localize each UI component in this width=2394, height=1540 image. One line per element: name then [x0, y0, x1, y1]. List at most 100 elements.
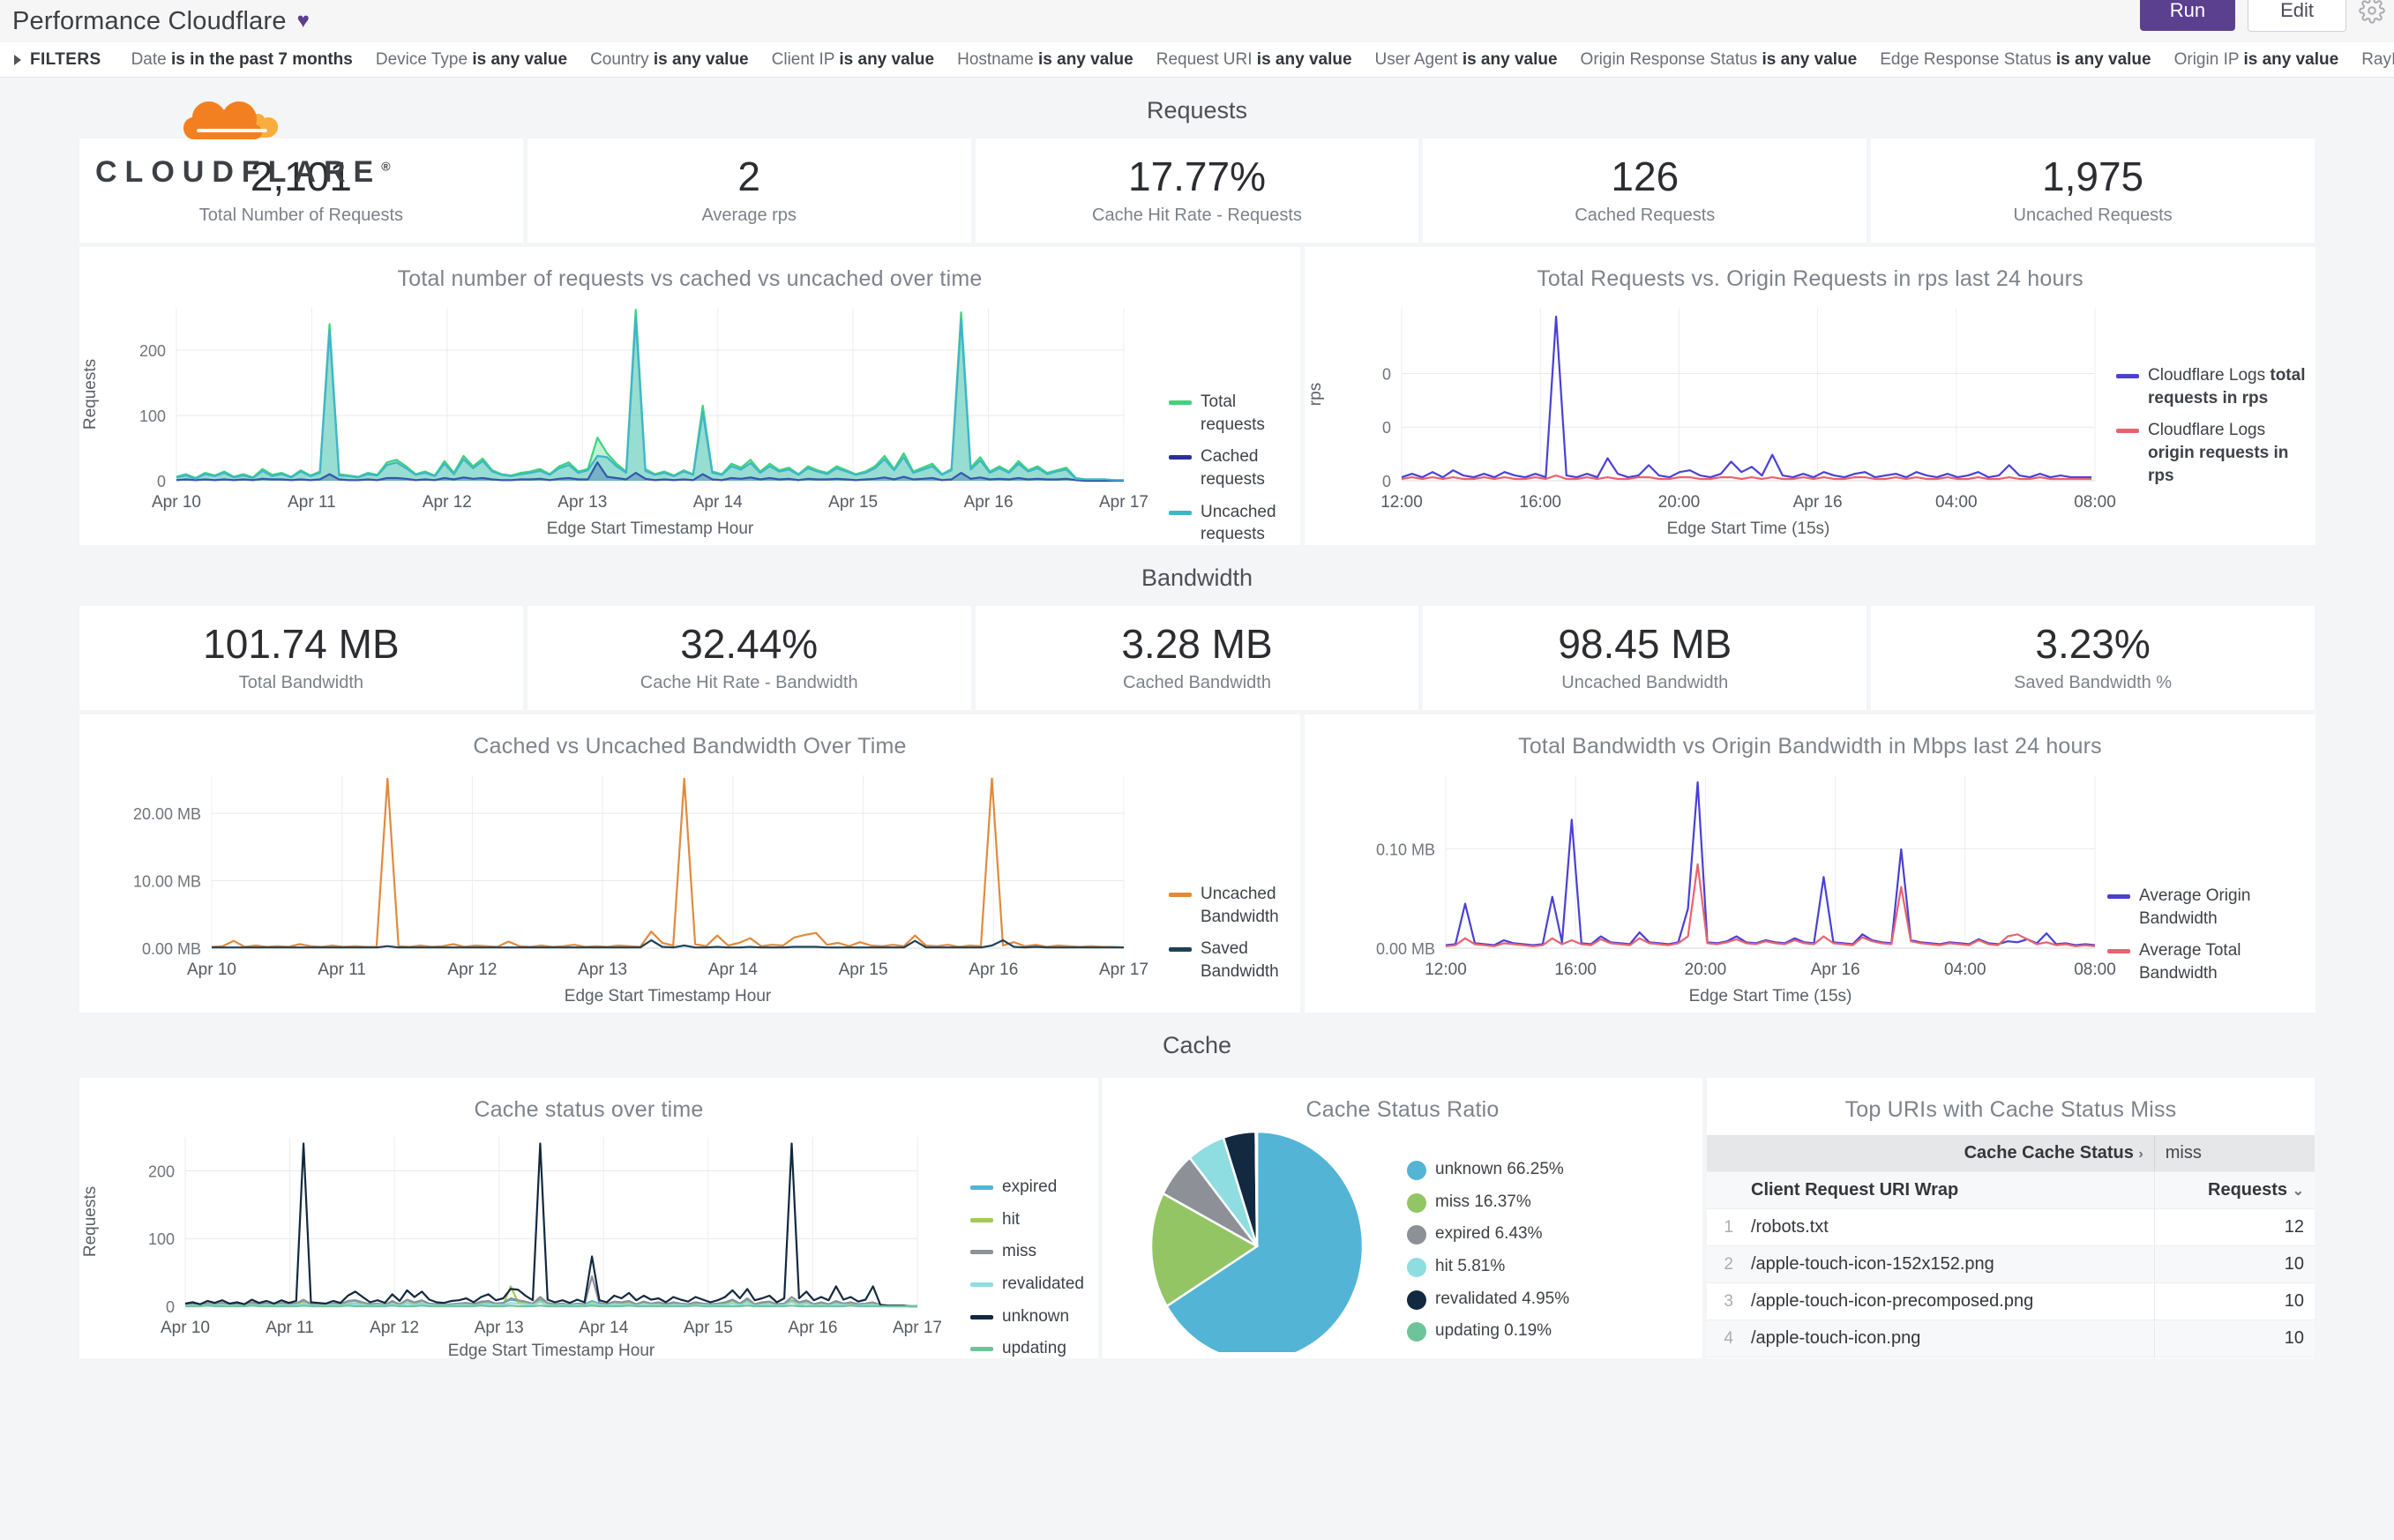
filter-chip[interactable]: Country is any value: [590, 49, 749, 69]
svg-text:Apr 16: Apr 16: [969, 961, 1018, 979]
legend-item[interactable]: revalidated: [970, 1273, 1084, 1296]
chart-tile-total-vs-origin-bandwidth[interactable]: Total Bandwidth vs Origin Bandwidth in M…: [1305, 714, 2315, 1013]
filters-label: FILTERS: [30, 49, 101, 69]
bandwidth-kpi-row: 101.74 MB Total Bandwidth 32.44% Cache H…: [0, 606, 2394, 710]
kpi-tile[interactable]: 2,101 Total Number of Requests: [79, 138, 523, 243]
chart-legend[interactable]: Total requests Cached requests Uncached re…: [1169, 391, 1300, 556]
legend-item[interactable]: Uncached requests: [1169, 501, 1300, 546]
svg-text:Requests: Requests: [81, 1186, 100, 1257]
row-index: 4: [1707, 1319, 1740, 1357]
kpi-tile[interactable]: 98.45 MB Uncached Bandwidth: [1423, 606, 1867, 710]
legend-item[interactable]: revalidated 4.95%: [1407, 1288, 1569, 1311]
svg-text:0: 0: [1382, 419, 1391, 437]
table-row[interactable]: 4 /apple-touch-icon.png 10: [1707, 1319, 2315, 1357]
legend-item[interactable]: Total requests: [1169, 391, 1300, 436]
legend-item[interactable]: miss: [970, 1240, 1084, 1263]
filter-chip[interactable]: RayID is any valu…: [2361, 49, 2394, 69]
legend-item[interactable]: hit: [970, 1208, 1084, 1231]
table-row[interactable]: 3 /apple-touch-icon-precomposed.png 10: [1707, 1282, 2315, 1320]
filter-chip[interactable]: Origin IP is any value: [2173, 49, 2339, 69]
legend-item[interactable]: miss 16.37%: [1407, 1191, 1569, 1214]
filter-chip[interactable]: Hostname is any value: [957, 49, 1133, 69]
run-button[interactable]: Run: [2139, 0, 2236, 31]
edit-button[interactable]: Edit: [2248, 0, 2346, 32]
chart-plot: 0 0 0 12:00 16:00 20:00 Apr 16 04:00 08:00 Edge S…: [1305, 292, 2315, 539]
filter-chip[interactable]: User Agent is any value: [1374, 49, 1558, 69]
favorite-heart-icon[interactable]: ♥: [296, 9, 310, 33]
svg-text:12:00: 12:00: [1425, 961, 1467, 979]
svg-text:Apr 16: Apr 16: [1811, 961, 1860, 979]
legend-item[interactable]: updating 0.19%: [1407, 1319, 1569, 1342]
kpi-tile[interactable]: 2 Average rps: [527, 138, 971, 243]
legend-item[interactable]: Cached requests: [1169, 445, 1300, 490]
filter-chip[interactable]: Date is in the past 7 months: [131, 49, 353, 69]
chart-legend[interactable]: expired hit miss revalidated unknown updating: [970, 1176, 1084, 1370]
kpi-value: 3.23%: [2035, 620, 2151, 667]
legend-item[interactable]: Average Total Bandwidth: [2107, 939, 2315, 984]
legend-swatch: [970, 1185, 993, 1190]
row-index: 2: [1707, 1245, 1740, 1283]
svg-text:Apr 10: Apr 10: [152, 493, 201, 512]
filter-chip[interactable]: Edge Response Status is any value: [1880, 49, 2151, 69]
kpi-tile[interactable]: 1,975 Uncached Requests: [1871, 138, 2315, 243]
svg-text:Edge Start Timestamp Hour: Edge Start Timestamp Hour: [565, 987, 772, 1005]
svg-text:Apr 10: Apr 10: [187, 961, 236, 979]
legend-item[interactable]: expired 6.43%: [1407, 1222, 1569, 1245]
svg-text:0.00 MB: 0.00 MB: [1376, 940, 1435, 958]
kpi-value: 32.44%: [680, 620, 819, 667]
top-bar: Performance Cloudflare ♥ Run Edit: [0, 0, 2394, 42]
legend-item[interactable]: Average Origin Bandwidth: [2107, 885, 2315, 930]
pie-legend[interactable]: unknown 66.25% miss 16.37% expired 6.43% hi…: [1407, 1158, 1569, 1352]
svg-text:0: 0: [157, 473, 166, 490]
legend-item[interactable]: Cloudflare Logs origin requests in rps: [2116, 419, 2315, 487]
legend-item[interactable]: unknown: [970, 1305, 1084, 1328]
chart-tile-cache-status-ratio[interactable]: Cache Status Ratio unknown 66.25% miss 16…: [1103, 1078, 1702, 1358]
row-index: 1: [1707, 1208, 1740, 1246]
kpi-value: 2,101: [250, 153, 352, 199]
legend-swatch: [1407, 1225, 1426, 1245]
legend-item[interactable]: Saved Bandwidth: [1169, 938, 1300, 983]
chart-legend[interactable]: Average Origin Bandwidth Average Total Ba…: [2107, 885, 2315, 995]
row-uri: /robots.txt: [1740, 1208, 2155, 1246]
legend-item[interactable]: updating: [970, 1337, 1084, 1360]
kpi-label: Average rps: [701, 206, 797, 226]
legend-label: Uncached requests: [1201, 502, 1276, 544]
chart-tile-requests-over-time[interactable]: Total number of requests vs cached vs un…: [79, 247, 1300, 545]
legend-swatch: [1407, 1257, 1426, 1277]
kpi-tile[interactable]: 3.23% Saved Bandwidth %: [1871, 606, 2315, 710]
legend-item[interactable]: expired: [970, 1176, 1084, 1199]
svg-text:Apr 14: Apr 14: [708, 961, 758, 979]
table-row[interactable]: 2 /apple-touch-icon-152x152.png 10: [1707, 1245, 2315, 1283]
filter-chip[interactable]: Device Type is any value: [375, 49, 568, 69]
kpi-tile[interactable]: 17.77% Cache Hit Rate - Requests: [975, 138, 1419, 243]
kpi-tile[interactable]: 3.28 MB Cached Bandwidth: [975, 606, 1419, 710]
kpi-tile[interactable]: 126 Cached Requests: [1423, 138, 1867, 243]
table-row[interactable]: 1 /robots.txt 12: [1707, 1208, 2315, 1246]
cloudflare-wordmark: CLOUDFLARE®: [95, 155, 391, 189]
kpi-tile[interactable]: 101.74 MB Total Bandwidth: [79, 606, 523, 710]
legend-item[interactable]: hit 5.81%: [1407, 1255, 1569, 1278]
chart-tile-cached-vs-uncached-bandwidth[interactable]: Cached vs Uncached Bandwidth Over Time 0…: [79, 714, 1300, 1013]
kpi-label: Uncached Requests: [2013, 206, 2173, 226]
legend-item[interactable]: Cloudflare Logs total requests in rps: [2116, 364, 2315, 409]
legend-item[interactable]: unknown 66.25%: [1407, 1158, 1569, 1181]
group-header-left[interactable]: Cache Cache Status ›: [1707, 1135, 2155, 1172]
chart-legend[interactable]: Uncached Bandwidth Saved Bandwidth: [1169, 883, 1300, 993]
filter-chip[interactable]: Origin Response Status is any value: [1580, 49, 1858, 69]
chart-tile-requests-vs-origin[interactable]: Total Requests vs. Origin Requests in rp…: [1305, 247, 2315, 545]
filter-chip[interactable]: Client IP is any value: [771, 49, 935, 69]
filter-chip[interactable]: Request URI is any value: [1156, 49, 1352, 69]
legend-item[interactable]: Uncached Bandwidth: [1169, 883, 1300, 928]
filters-toggle[interactable]: FILTERS: [14, 50, 101, 70]
col-header-requests[interactable]: Requests ⌄: [2153, 1171, 2315, 1209]
svg-text:04:00: 04:00: [1935, 493, 1978, 512]
col-header-uri[interactable]: Client Request URI Wrap: [1740, 1171, 2155, 1209]
table-tile-top-uris[interactable]: Top URIs with Cache Status Miss Cache Ca…: [1707, 1078, 2315, 1358]
kpi-label: Cache Hit Rate - Requests: [1092, 206, 1302, 226]
index-col-header: [1707, 1171, 1740, 1209]
chart-tile-cache-status-over-time[interactable]: Cache status over time 0 100 200 Apr 10 Apr …: [79, 1078, 1098, 1360]
gear-icon[interactable]: [2359, 0, 2385, 24]
kpi-tile[interactable]: 32.44% Cache Hit Rate - Bandwidth: [527, 606, 971, 710]
table-row[interactable]: 5 / 7: [1707, 1357, 2315, 1358]
chart-legend[interactable]: Cloudflare Logs total requests in rps Clo…: [2116, 364, 2315, 497]
